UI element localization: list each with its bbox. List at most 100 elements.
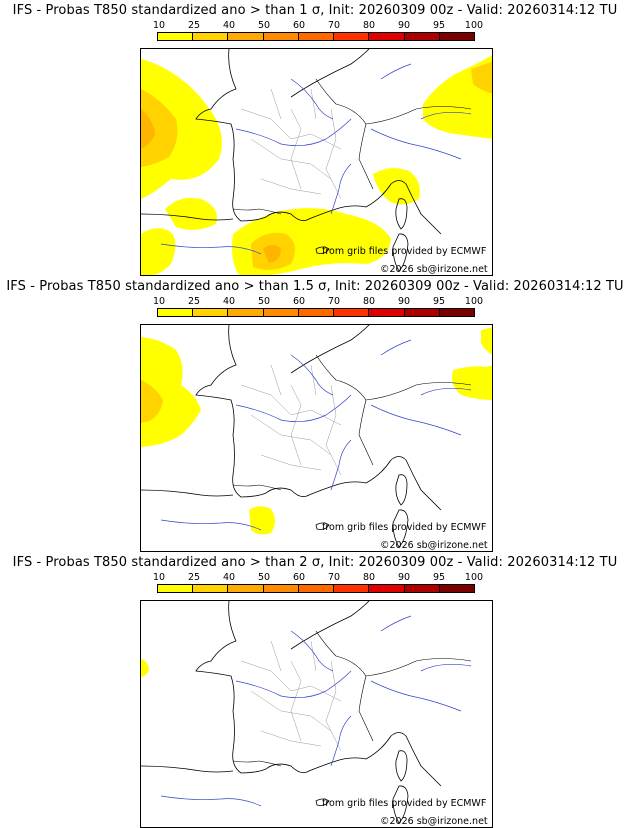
colorbar-segment <box>158 585 194 592</box>
island-mallorca <box>315 522 330 530</box>
colorbar-tick: 90 <box>397 572 411 583</box>
colorbar-tick: 80 <box>362 296 376 307</box>
river <box>290 630 334 672</box>
river <box>370 128 462 160</box>
probability-area <box>141 109 155 149</box>
region-border <box>240 640 342 752</box>
island-corsica <box>395 474 408 506</box>
panel-title: IFS - Probas T850 standardized ano > tha… <box>12 555 618 570</box>
colorbar-tick: 40 <box>222 296 236 307</box>
colorbar-tick: 70 <box>327 296 341 307</box>
colorbar-tick: 100 <box>464 20 484 31</box>
probability-area <box>481 327 492 355</box>
colorbar-segment <box>369 33 405 40</box>
colorbar-tick: 90 <box>397 20 411 31</box>
colorbar-segment <box>334 585 370 592</box>
colorbar-tick: 25 <box>187 296 201 307</box>
colorbar-tick: 10 <box>152 572 166 583</box>
coastline <box>195 325 442 511</box>
probability-area <box>141 59 222 199</box>
colorbar-tick: 60 <box>292 20 306 31</box>
river <box>235 394 352 422</box>
colorbar-tick: 60 <box>292 572 306 583</box>
country-border <box>365 106 472 125</box>
country-border <box>232 760 282 767</box>
colorbar <box>157 32 475 41</box>
map-area: from grib files provided by ECMWF ©2026 … <box>140 48 493 276</box>
map-area: from grib files provided by ECMWF ©2026 … <box>140 600 493 828</box>
river <box>290 354 334 396</box>
country-border <box>365 382 472 401</box>
probability-area <box>141 380 163 423</box>
panel-title: IFS - Probas T850 standardized ano > tha… <box>12 3 618 18</box>
coastline <box>290 325 370 374</box>
colorbar-segment <box>263 33 299 40</box>
river <box>330 163 352 215</box>
coastline <box>290 601 370 650</box>
map-panel-1: IFS - Probas T850 standardized ano > tha… <box>0 0 630 276</box>
colorbar-segment <box>298 585 335 592</box>
river <box>370 680 462 712</box>
colorbar <box>157 308 475 317</box>
panel-title: IFS - Probas T850 standardized ano > tha… <box>6 279 624 294</box>
colorbar-segment <box>334 309 370 316</box>
map-panel-3: IFS - Probas T850 standardized ano > tha… <box>0 552 630 828</box>
colorbar-segment <box>369 585 405 592</box>
colorbar-tick: 90 <box>397 296 411 307</box>
river <box>330 715 352 767</box>
colorbar-segment <box>228 585 264 592</box>
island-sardinia <box>392 785 409 824</box>
colorbar-segment <box>439 309 474 316</box>
colorbar-tick: 95 <box>432 20 446 31</box>
colorbar-segment <box>404 585 440 592</box>
map-panel-2: IFS - Probas T850 standardized ano > tha… <box>0 276 630 552</box>
coastline <box>141 765 234 773</box>
river <box>160 243 262 255</box>
probability-area <box>249 506 275 535</box>
island-sardinia <box>392 509 409 548</box>
island-sardinia <box>392 233 409 272</box>
colorbar-tick: 60 <box>292 296 306 307</box>
probability-area <box>141 89 178 167</box>
river <box>235 670 352 698</box>
probability-area <box>471 61 492 94</box>
map-graphic <box>141 601 472 824</box>
colorbar-tick: 50 <box>257 20 271 31</box>
probability-area <box>165 197 217 230</box>
coastline <box>141 489 234 497</box>
map-area: from grib files provided by ECMWF ©2026 … <box>140 324 493 552</box>
colorbar-segment <box>263 309 299 316</box>
probability-area <box>141 337 201 447</box>
country-border <box>232 484 282 491</box>
colorbar-tick: 50 <box>257 572 271 583</box>
country-border <box>365 658 472 677</box>
colorbar-segment <box>369 309 405 316</box>
map-graphic <box>141 325 492 548</box>
colorbar-tick: 95 <box>432 572 446 583</box>
colorbar-segment <box>404 33 440 40</box>
colorbar-tick: 95 <box>432 296 446 307</box>
river <box>235 118 352 146</box>
colorbar-ticks: 10 25 40 50 60 70 80 90 95 100 <box>140 296 510 308</box>
colorbar-tick: 50 <box>257 296 271 307</box>
colorbar-tick: 10 <box>152 20 166 31</box>
island-corsica <box>395 198 408 230</box>
colorbar-segment <box>193 33 229 40</box>
probability-area <box>141 228 176 275</box>
colorbar-segment <box>193 585 229 592</box>
region-border <box>240 88 342 200</box>
river <box>370 404 462 436</box>
probability-area <box>141 659 149 677</box>
credit-copyright: ©2026 sb@irizone.net <box>380 816 488 827</box>
island-corsica <box>395 750 408 782</box>
colorbar-tick: 25 <box>187 572 201 583</box>
colorbar-segment <box>263 585 299 592</box>
colorbar-segment <box>158 33 194 40</box>
colorbar-segment <box>334 33 370 40</box>
river <box>380 63 472 120</box>
colorbar-segment <box>298 309 335 316</box>
country-border <box>232 208 282 215</box>
colorbar-tick: 70 <box>327 572 341 583</box>
coastline <box>141 213 234 221</box>
colorbar-tick: 100 <box>464 572 484 583</box>
